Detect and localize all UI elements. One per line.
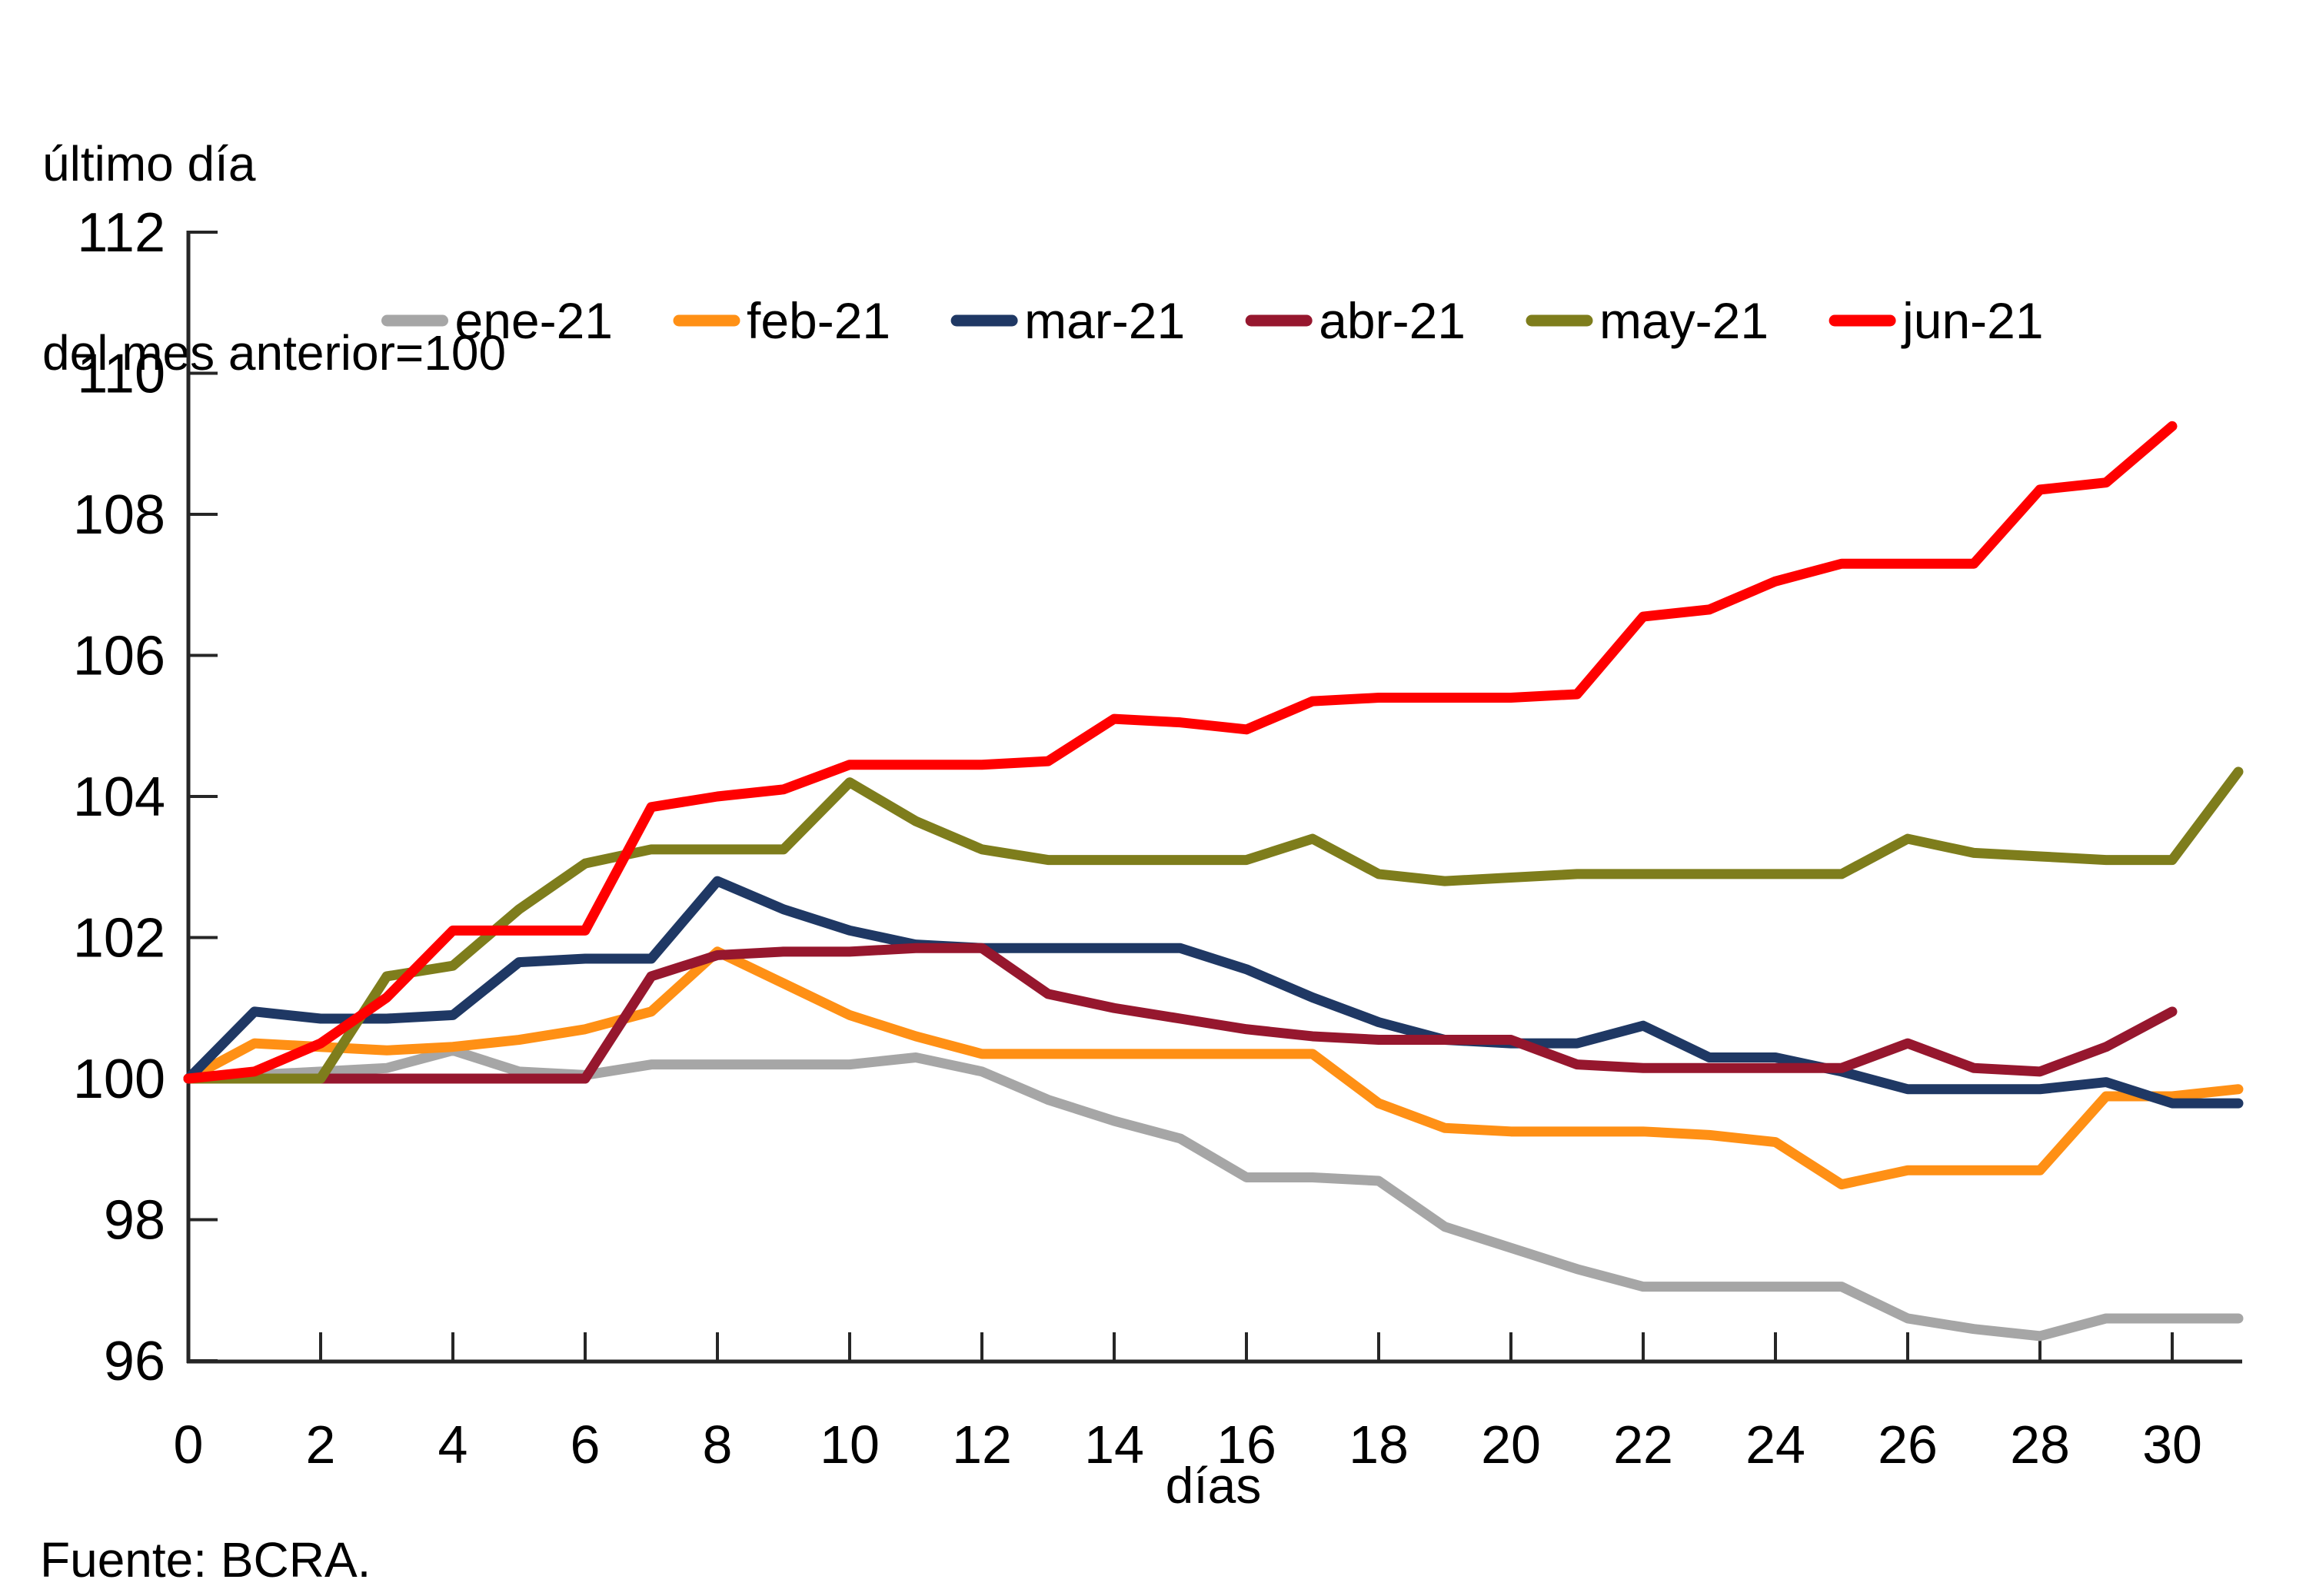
source-footer: Fuente: BCRA. (40, 1532, 371, 1588)
y-tick-label: 110 (77, 344, 165, 405)
chart-title-line2: del mes anterior=100 (42, 325, 507, 381)
legend-item-may-21: may-21 (1526, 292, 1769, 349)
x-tick-label: 6 (571, 1415, 601, 1475)
x-tick-label: 20 (1481, 1415, 1541, 1475)
chart-title: último día del mes anterior=100 (42, 6, 506, 447)
y-tick-label: 104 (73, 766, 165, 828)
legend-label-mar-21: mar-21 (1024, 292, 1185, 349)
legend-label-jun-21: jun-21 (1901, 292, 2043, 349)
x-tick-label: 16 (1216, 1415, 1276, 1475)
x-tick-label: 0 (174, 1415, 204, 1475)
legend-label-may-21: may-21 (1599, 292, 1769, 349)
x-tick-label: 30 (2142, 1415, 2202, 1475)
series-line-feb-21 (183, 946, 2244, 1190)
legend-label-abr-21: abr-21 (1319, 292, 1466, 349)
legend-item-mar-21: mar-21 (950, 292, 1185, 349)
x-axis-title: días (1166, 1457, 1262, 1514)
y-tick-label: 108 (73, 484, 165, 546)
x-tick-label: 12 (952, 1415, 1012, 1475)
chart-title-line1: último día (42, 136, 256, 191)
x-tick-label: 14 (1084, 1415, 1144, 1475)
legend-item-jun-21: jun-21 (1828, 292, 2044, 349)
series-line-may-21 (183, 766, 2244, 1084)
legend: ene-21 feb-21 mar-21 abr-21 may-21 jun-21 (381, 292, 2044, 349)
y-tick-label: 112 (77, 202, 165, 264)
x-tick-label: 24 (1745, 1415, 1805, 1475)
series-line-mar-21 (183, 876, 2244, 1109)
x-tick-label: 4 (438, 1415, 468, 1475)
x-tick-label: 22 (1613, 1415, 1673, 1475)
legend-item-ene-21: ene-21 (381, 292, 614, 349)
series-line-ene-21 (183, 1045, 2244, 1342)
legend-label-feb-21: feb-21 (747, 292, 890, 349)
x-tick-label: 18 (1349, 1415, 1409, 1475)
legend-item-abr-21: abr-21 (1245, 292, 1466, 349)
y-tick-label: 98 (104, 1190, 165, 1252)
y-tick-label: 102 (73, 908, 165, 969)
y-tick-label: 106 (73, 626, 165, 687)
series-lines (183, 421, 2244, 1342)
x-tick-label: 8 (703, 1415, 733, 1475)
legend-label-ene-21: ene-21 (455, 292, 614, 349)
x-tick-label: 10 (820, 1415, 880, 1475)
legend-item-feb-21: feb-21 (673, 292, 890, 349)
y-tick-label: 100 (73, 1049, 165, 1110)
y-tick-label: 96 (104, 1331, 165, 1392)
series-line-jun-21 (183, 421, 2178, 1084)
x-tick-label: 2 (306, 1415, 336, 1475)
x-tick-label: 26 (1878, 1415, 1938, 1475)
x-tick-label: 28 (2010, 1415, 2070, 1475)
series-line-abr-21 (183, 943, 2178, 1084)
x-axis-ticks: 0 2 4 6 8 10 12 14 16 18 20 22 24 26 28 30 (174, 1332, 2202, 1475)
axes (186, 231, 2242, 1364)
y-axis-ticks: 96 98 100 102 104 106 108 110 112 (73, 202, 218, 1392)
